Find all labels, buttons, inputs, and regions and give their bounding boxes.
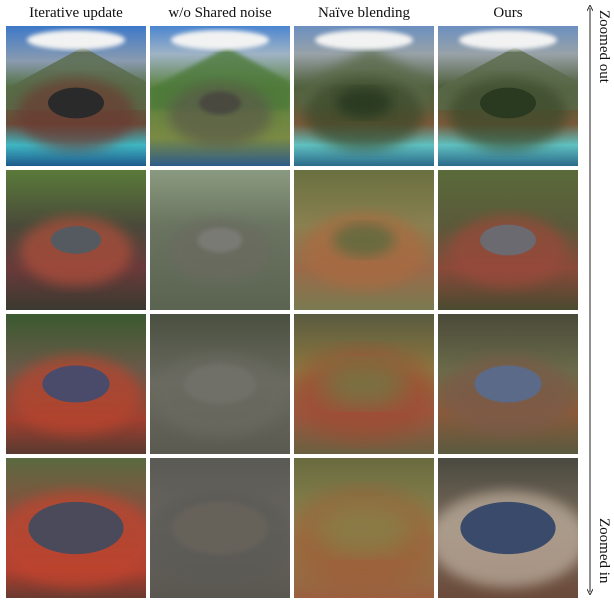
crater bbox=[199, 91, 241, 115]
image-cell bbox=[294, 170, 434, 310]
crater bbox=[460, 501, 556, 555]
zoom-label-top: Zoomed out bbox=[596, 10, 612, 84]
image-cell bbox=[6, 170, 146, 310]
crater bbox=[480, 224, 536, 256]
crater bbox=[197, 227, 243, 253]
label-bg bbox=[596, 4, 614, 100]
image-cell bbox=[438, 314, 578, 454]
crater bbox=[48, 87, 104, 119]
image-cell bbox=[438, 458, 578, 598]
cloud bbox=[171, 30, 269, 50]
cloud bbox=[27, 30, 125, 50]
image-cell bbox=[150, 170, 290, 310]
image-cell bbox=[150, 26, 290, 166]
image-cell bbox=[438, 26, 578, 166]
crater bbox=[474, 365, 542, 403]
crater bbox=[316, 501, 412, 555]
image-cell bbox=[150, 314, 290, 454]
column-header: Iterative update bbox=[29, 5, 123, 21]
crater bbox=[42, 365, 110, 403]
crater bbox=[322, 360, 406, 408]
column-header: Naïve blending bbox=[318, 5, 411, 21]
cloud bbox=[459, 30, 557, 50]
image-cell bbox=[150, 458, 290, 598]
crater bbox=[336, 87, 392, 119]
image-cell bbox=[294, 314, 434, 454]
image-cell bbox=[438, 170, 578, 310]
zoom-label-bottom: Zoomed in bbox=[596, 518, 612, 584]
column-header: Ours bbox=[493, 5, 522, 21]
image-grid bbox=[6, 26, 578, 598]
cloud bbox=[315, 30, 413, 50]
image-cell bbox=[294, 458, 434, 598]
crater bbox=[28, 501, 124, 555]
column-headers: Iterative update w/o Shared noise Naïve … bbox=[29, 5, 523, 21]
crater bbox=[50, 226, 102, 254]
image-cell bbox=[6, 26, 146, 166]
crater bbox=[172, 501, 268, 555]
image-cell bbox=[6, 458, 146, 598]
column-header: w/o Shared noise bbox=[168, 5, 272, 21]
image-cell bbox=[294, 26, 434, 166]
label-bg bbox=[596, 510, 614, 600]
crater bbox=[480, 87, 536, 119]
crater bbox=[333, 223, 395, 257]
crater bbox=[183, 363, 257, 405]
image-cell bbox=[6, 314, 146, 454]
